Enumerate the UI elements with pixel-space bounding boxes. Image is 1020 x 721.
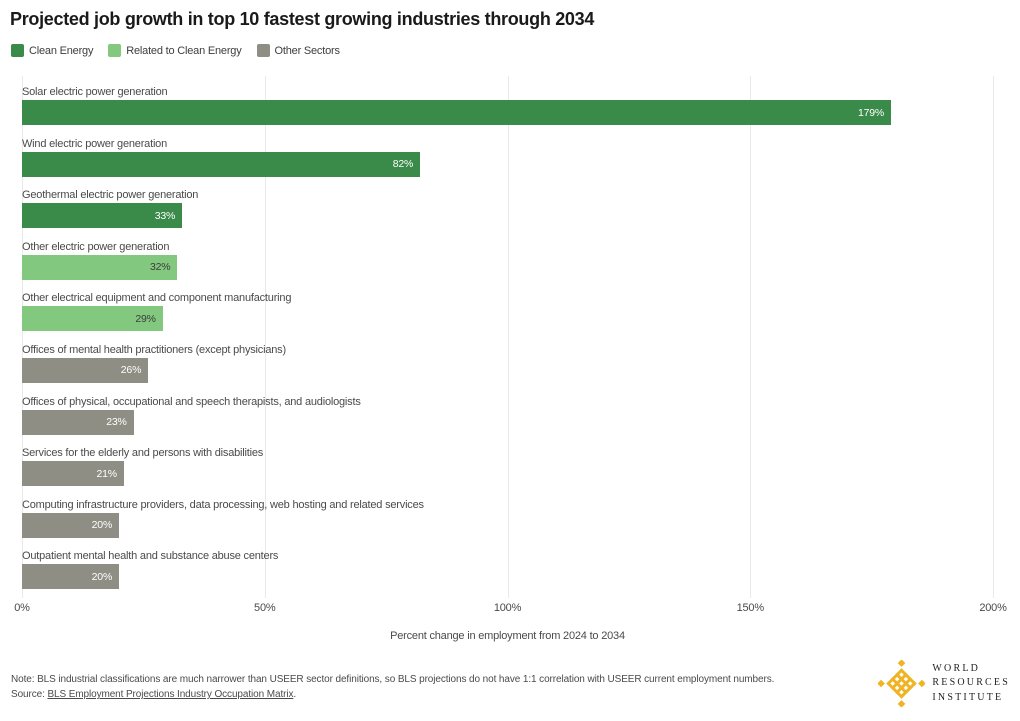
- bar-value-label: 179%: [857, 106, 885, 119]
- bar: 20%: [22, 512, 120, 538]
- chart-row: Solar electric power generation 179%: [22, 82, 993, 134]
- bar-value-label: 20%: [91, 519, 113, 532]
- source-suffix: .: [293, 689, 297, 700]
- chart-row: Outpatient mental health and substance a…: [22, 546, 993, 598]
- bar: 20%: [22, 564, 120, 590]
- legend-item-other-sectors: Other Sectors: [256, 44, 340, 57]
- category-label: Solar electric power generation: [22, 86, 168, 98]
- chart-row: Computing infrastructure providers, data…: [22, 495, 993, 547]
- bar: 23%: [22, 409, 134, 435]
- chart-row: Other electric power generation 32%: [22, 237, 993, 289]
- bar: 82%: [22, 151, 421, 177]
- category-label: Wind electric power generation: [22, 137, 168, 150]
- bar: 33%: [22, 203, 183, 229]
- chart-row: Offices of mental health practitioners (…: [22, 340, 993, 392]
- source-prefix: Source:: [11, 689, 48, 700]
- footer-note: Note: BLS industrial classifications are…: [11, 674, 775, 685]
- bar-value-label: 21%: [96, 467, 118, 480]
- bar-value-label: 26%: [120, 364, 142, 377]
- x-axis-tick: 150%: [736, 602, 765, 614]
- bar: 21%: [22, 461, 124, 487]
- bar-rows: Solar electric power generation 179% Wind …: [22, 82, 993, 598]
- gridline-150: [750, 76, 752, 598]
- gridline-50: [264, 76, 266, 598]
- category-label: Other electric power generation: [22, 240, 170, 253]
- wri-logo-text-line: WORLD: [932, 662, 981, 674]
- chart-row: Geothermal electric power generation 33%: [22, 185, 993, 237]
- category-label: Services for the elderly and persons wit…: [22, 447, 264, 460]
- plot-area: Solar electric power generation 179% Wind …: [22, 76, 994, 598]
- wri-logo-text: WORLD RESOURCES INSTITUTE: [932, 662, 1010, 706]
- bar-value-label: 23%: [106, 416, 127, 429]
- wri-logo-text-line: INSTITUTE: [932, 691, 1004, 703]
- chart-row: Other electrical equipment and component…: [22, 288, 993, 340]
- bar-value-label: 20%: [91, 570, 113, 583]
- legend-swatch: [11, 44, 24, 57]
- gridline-100: [507, 76, 509, 598]
- footer-source: Source: BLS Employment Projections Indus…: [11, 687, 774, 702]
- legend-label: Other Sectors: [274, 44, 340, 57]
- gridline-200: [993, 76, 994, 598]
- chart-row: Services for the elderly and persons wit…: [22, 443, 993, 495]
- x-axis-ticks: 0% 50% 100% 150% 200%: [14, 602, 1007, 616]
- bar-value-label: 29%: [135, 312, 156, 325]
- category-label: Outpatient mental health and substance a…: [22, 550, 279, 563]
- legend: Clean Energy Related to Clean Energy Other…: [11, 44, 340, 57]
- legend-swatch: [256, 44, 270, 57]
- bar: 179%: [22, 100, 892, 125]
- source-link[interactable]: BLS Employment Projections Industry Occu…: [47, 689, 294, 700]
- bar-value-label: 82%: [392, 158, 414, 171]
- bar: 29%: [22, 306, 163, 332]
- legend-swatch: [108, 44, 122, 57]
- category-label: Other electrical equipment and component…: [22, 292, 292, 305]
- category-label: Geothermal electric power generation: [22, 189, 199, 202]
- chart-title: Projected job growth in top 10 fastest g…: [10, 9, 595, 29]
- bar: 32%: [22, 254, 178, 280]
- wri-logo-text-line: RESOURCES: [932, 677, 1010, 689]
- legend-label: Clean Energy: [29, 44, 94, 57]
- legend-item-clean-energy: Clean Energy: [11, 44, 93, 57]
- footer: Note: BLS industrial classifications are…: [11, 672, 774, 702]
- legend-label: Related to Clean Energy: [126, 44, 242, 57]
- x-axis-tick: 50%: [254, 602, 276, 614]
- chart-row: Wind electric power generation 82%: [22, 134, 993, 186]
- x-axis-tick: 200%: [979, 602, 1007, 614]
- x-axis-tick: 100%: [493, 602, 522, 614]
- bar-value-label: 32%: [149, 261, 171, 274]
- chart-row: Offices of physical, occupational and sp…: [22, 392, 993, 444]
- legend-item-related-to-clean-energy: Related to Clean Energy: [108, 44, 242, 57]
- category-label: Offices of physical, occupational and sp…: [22, 395, 361, 408]
- wri-logo-icon: [878, 660, 926, 707]
- x-axis-tick: 0%: [14, 602, 30, 614]
- bar: 26%: [22, 357, 149, 383]
- category-label: Offices of mental health practitioners (…: [22, 343, 286, 356]
- wri-logo: WORLD RESOURCES INSTITUTE: [878, 660, 1010, 707]
- bar-value-label: 33%: [154, 209, 176, 222]
- category-label: Computing infrastructure providers, data…: [22, 498, 424, 511]
- gridline-0: [22, 76, 23, 598]
- x-axis-label: Percent change in employment from 2024 t…: [390, 630, 625, 642]
